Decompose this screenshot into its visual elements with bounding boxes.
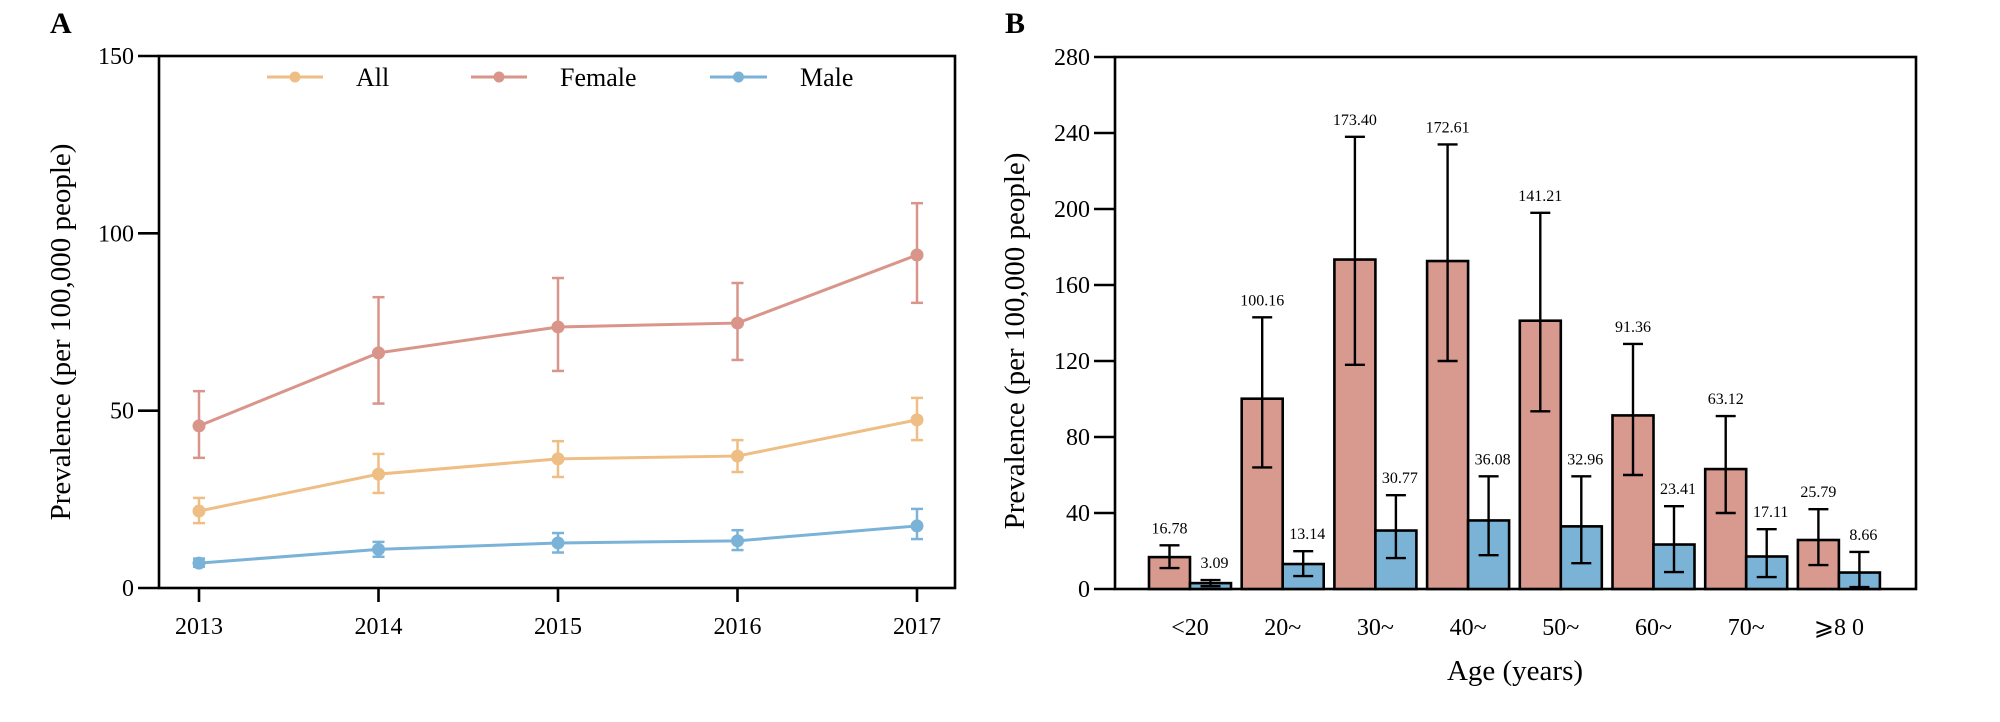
bar-group: 63.12 17.11 (1703, 391, 1789, 591)
panel-b-y-ticks: 0 40 80 120 160 200 240 280 (1054, 45, 1115, 603)
data-label: 8.66 (1849, 527, 1877, 544)
bar-group: 172.61 36.08 (1426, 119, 1511, 591)
data-label: 23.41 (1660, 481, 1696, 498)
bar-group: 16.78 3.09 (1147, 520, 1233, 591)
bar-group: 141.21 32.96 (1518, 188, 1603, 591)
legend-label: Female (560, 63, 637, 92)
x-tick-label: 2016 (714, 614, 762, 640)
data-point (372, 346, 385, 360)
y-tick-label: 120 (1054, 349, 1090, 375)
data-label: 17.11 (1753, 504, 1788, 521)
data-point (731, 534, 744, 548)
panel-a-letter: A (50, 7, 72, 40)
x-tick-label: ⩾8 0 (1814, 615, 1864, 641)
x-tick-label: 2014 (355, 614, 403, 640)
legend-item-male: Male (710, 63, 853, 92)
bar-group: 100.16 13.14 (1240, 292, 1325, 591)
data-label: 36.08 (1475, 451, 1511, 468)
panel-b-bars: 16.78 3.09 100.16 13.14 173.40 30.77 172.61 36.… (1147, 112, 1882, 591)
legend-item-female: Female (471, 63, 637, 92)
data-point (551, 536, 565, 550)
panel-a-y-ticks: 0 50 100 150 (98, 44, 159, 602)
y-tick-label: 50 (110, 399, 134, 425)
data-point (192, 419, 206, 433)
data-point (551, 452, 565, 466)
data-label: 13.14 (1289, 526, 1325, 543)
data-point (731, 449, 744, 463)
x-tick-label: 30~ (1357, 615, 1394, 641)
y-tick-label: 0 (1078, 577, 1090, 603)
x-tick-label: 40~ (1450, 615, 1487, 641)
x-tick-label: 2013 (175, 614, 223, 640)
x-tick-label: 2015 (534, 614, 582, 640)
data-label: 172.61 (1426, 119, 1470, 136)
data-label: 91.36 (1615, 319, 1651, 336)
data-point (192, 556, 206, 570)
legend-marker (733, 71, 744, 83)
data-point (910, 413, 924, 427)
legend-marker (289, 71, 301, 83)
data-point (910, 519, 924, 533)
data-label: 173.40 (1333, 112, 1377, 129)
panel-b-x-ticks: <20 20~ 30~ 40~ 50~ 60~ 70~ ⩾8 0 (1171, 615, 1864, 641)
y-tick-label: 200 (1054, 197, 1090, 223)
bar-group: 91.36 23.41 (1611, 319, 1696, 591)
data-label: 32.96 (1567, 451, 1603, 468)
data-point (731, 316, 744, 330)
x-tick-label: 50~ (1542, 615, 1579, 641)
panel-b-letter: B (1005, 7, 1025, 40)
x-tick-label: 20~ (1264, 615, 1301, 641)
panel-a-y-axis-label: Prevalence (per 100,000 people) (45, 144, 77, 521)
legend-label: All (356, 63, 389, 92)
data-label: 16.78 (1152, 520, 1188, 537)
bar-group: 25.79 8.66 (1796, 484, 1882, 591)
panel-a-x-ticks: 2013 2014 2015 2016 2017 (175, 588, 941, 640)
panel-b-y-axis-label: Prevalence (per 100,000 people) (999, 153, 1031, 530)
panel-b-plot-frame (1113, 55, 1918, 591)
series-female (192, 201, 924, 460)
y-tick-label: 0 (122, 576, 134, 602)
data-label: 25.79 (1800, 484, 1836, 501)
panel-a-series (192, 201, 924, 570)
bar-group: 173.40 30.77 (1333, 112, 1418, 591)
data-point (192, 504, 206, 518)
data-point (372, 467, 385, 481)
data-label: 141.21 (1518, 188, 1562, 205)
panel-b-bar-chart: B 0 40 80 120 160 200 240 280 16.78 3.09 100.16 13… (999, 7, 1918, 687)
y-tick-label: 280 (1054, 45, 1090, 71)
x-tick-label: 2017 (893, 614, 941, 640)
legend-label: Male (800, 63, 853, 92)
x-tick-label: 70~ (1728, 615, 1765, 641)
data-label: 3.09 (1201, 555, 1229, 572)
x-tick-label: <20 (1171, 615, 1209, 641)
series-all (192, 396, 924, 525)
data-label: 63.12 (1708, 391, 1744, 408)
series-male (192, 507, 924, 570)
y-tick-label: 150 (98, 44, 134, 70)
y-tick-label: 100 (98, 221, 134, 247)
x-tick-label: 60~ (1635, 615, 1672, 641)
legend-marker (493, 71, 505, 83)
data-label: 30.77 (1382, 470, 1418, 487)
y-tick-label: 160 (1054, 273, 1090, 299)
y-tick-label: 240 (1054, 121, 1090, 147)
legend-item-all: All (267, 63, 389, 92)
panel-a-line-chart: A 0 50 100 150 2013 2014 2015 2016 2017 Prevale… (45, 7, 957, 640)
y-tick-label: 80 (1066, 425, 1090, 451)
y-tick-label: 40 (1066, 501, 1090, 527)
panel-a-legend: All Female Male (267, 63, 853, 92)
panel-b-x-axis-label: Age (years) (1447, 655, 1583, 687)
data-label: 100.16 (1240, 292, 1284, 309)
data-point (551, 320, 565, 334)
data-point (910, 248, 924, 262)
data-point (372, 542, 385, 556)
